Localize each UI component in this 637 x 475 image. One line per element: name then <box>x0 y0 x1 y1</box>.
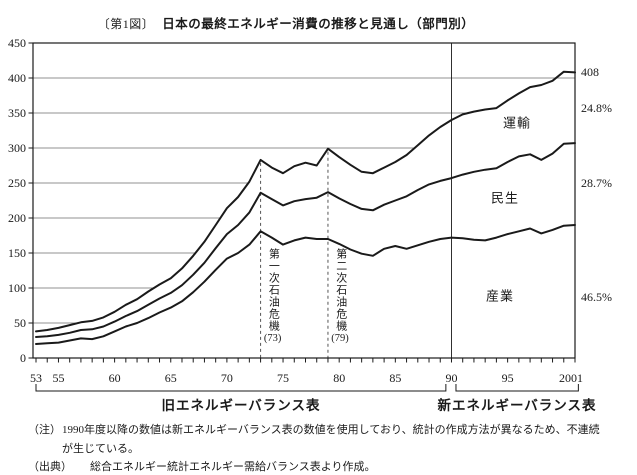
x-axis-label: 75 <box>277 371 289 385</box>
note-text-line1: 1990年度以降の数値は新エネルギーバランス表の数値を使用しており、統計の作成方… <box>62 424 600 436</box>
x-axis-label: 85 <box>389 371 401 385</box>
annotation-first-oil-crisis: 第一次石油危機 (73) <box>264 248 282 344</box>
end-value-label: 408 <box>581 65 599 79</box>
x-axis-label: 90 <box>445 371 457 385</box>
x-axis-label: 55 <box>52 371 64 385</box>
caption-old-energy-balance-table: 旧エネルギーバランス表 <box>161 398 321 413</box>
figure-title-text: 日本の最終エネルギー消費の推移と見通し（部門別） <box>162 17 475 31</box>
sector-label-transport: 運輸 <box>502 115 532 131</box>
x-axis-label: 80 <box>333 371 345 385</box>
y-axis-label: 0 <box>20 351 26 365</box>
x-axis-label: 2001 <box>559 371 583 385</box>
y-axis-label: 350 <box>8 106 26 120</box>
x-axis-label: 70 <box>221 371 233 385</box>
share-label-industry: 46.5% <box>581 290 612 304</box>
first-oil-crisis-year: (73) <box>263 333 282 344</box>
note-label: （注） <box>28 424 61 436</box>
caption-new-energy-balance-table: 新エネルギーバランス表 <box>437 398 597 413</box>
second-oil-crisis-year: (79) <box>331 333 349 344</box>
x-axis-label: 53 <box>30 371 42 385</box>
series-line-2 <box>35 70 576 333</box>
y-axis-label: 100 <box>8 281 26 295</box>
axis-section-bracket <box>35 384 447 392</box>
series-line-1 <box>35 142 576 338</box>
axis-section-bracket <box>455 384 579 392</box>
y-axis-label: 250 <box>8 176 26 190</box>
plot-frame <box>32 42 576 359</box>
source-text: 総合エネルギー統計エネルギー需給バランス表より作成。 <box>90 461 376 473</box>
y-axis-label: 300 <box>8 141 26 155</box>
y-axis-label: 400 <box>8 71 26 85</box>
x-axis-label: 65 <box>165 371 177 385</box>
y-axis-label: 50 <box>14 316 26 330</box>
series-line-0 <box>35 224 576 345</box>
second-oil-crisis-label: 第二次石油危機 <box>334 248 347 332</box>
share-label-transport: 24.8% <box>581 101 612 115</box>
x-axis-label: 95 <box>502 371 514 385</box>
annotation-second-oil-crisis: 第二次石油危機 (79) <box>331 248 349 344</box>
sector-label-residential: 民生 <box>490 190 520 206</box>
source-label: （出典） <box>28 461 72 473</box>
y-axis-label: 200 <box>8 211 26 225</box>
sector-label-industry: 産業 <box>485 288 515 304</box>
figure-title: 〔第1図〕 日本の最終エネルギー消費の推移と見通し（部門別） <box>0 13 572 32</box>
figure-number: 〔第1図〕 <box>97 17 155 31</box>
y-axis-label: 150 <box>8 246 26 260</box>
note-text-line2: が生じている。 <box>62 443 139 455</box>
y-axis-label: 450 <box>8 36 26 50</box>
x-axis-label: 60 <box>109 371 121 385</box>
first-oil-crisis-label: 第一次石油危機 <box>267 248 280 332</box>
share-label-residential: 28.7% <box>581 176 612 190</box>
